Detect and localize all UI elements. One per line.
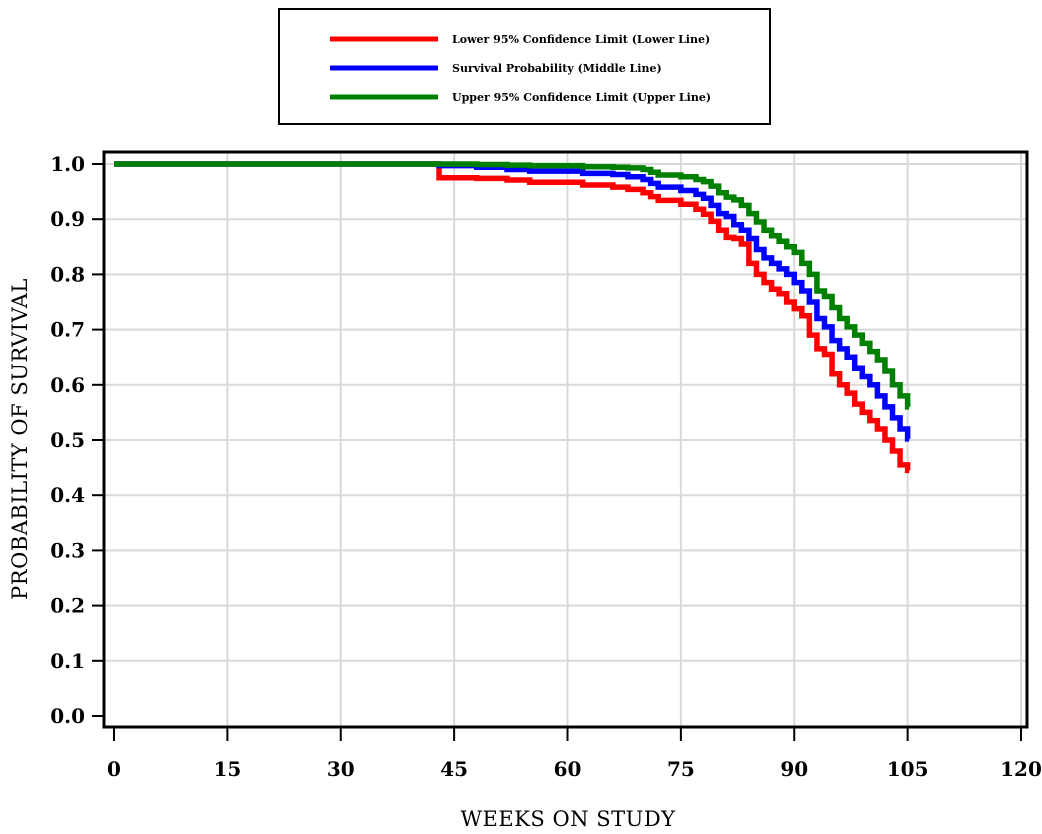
- legend-label: Upper 95% Confidence Limit (Upper Line): [452, 91, 711, 104]
- y-axis: 0.0 0.1 0.2 0.3 0.4 0.5 0.6 0.7 0.8 0.9 1.0: [50, 152, 104, 728]
- x-tick-label: 45: [440, 757, 468, 781]
- y-axis-title: PROBABILITY OF SURVIVAL: [8, 278, 32, 600]
- y-tick-label: 0.7: [50, 318, 85, 342]
- x-tick-label: 75: [667, 757, 695, 781]
- legend-label: Survival Probability (Middle Line): [452, 62, 662, 75]
- survival-probability-line: [114, 161, 911, 442]
- y-tick-label: 0.1: [50, 649, 85, 673]
- y-tick-label: 0.0: [50, 704, 85, 728]
- x-tick-label: 0: [107, 757, 121, 781]
- y-tick-label: 0.3: [50, 538, 85, 562]
- x-tick-label: 60: [554, 757, 582, 781]
- x-tick-label: 15: [213, 757, 241, 781]
- lower-confidence-line: [114, 161, 911, 474]
- x-tick-label: 105: [887, 757, 929, 781]
- y-tick-label: 0.2: [50, 594, 85, 618]
- y-tick-label: 0.4: [50, 483, 85, 507]
- upper-confidence-line: [114, 161, 911, 410]
- x-axis-title: WEEKS ON STUDY: [460, 807, 676, 831]
- series-group: [114, 161, 911, 474]
- legend: Lower 95% Confidence Limit (Lower Line) S…: [278, 8, 771, 125]
- y-tick-label: 0.9: [50, 207, 85, 231]
- y-tick-label: 0.8: [50, 262, 85, 286]
- x-tick-label: 120: [1000, 757, 1042, 781]
- x-tick-label: 90: [780, 757, 808, 781]
- y-tick-label: 0.6: [50, 373, 85, 397]
- x-tick-label: 30: [327, 757, 355, 781]
- y-tick-label: 1.0: [50, 152, 85, 176]
- legend-label: Lower 95% Confidence Limit (Lower Line): [452, 33, 710, 46]
- x-axis: 0 15 30 45 60 75 90 105 120: [107, 727, 1042, 781]
- y-tick-label: 0.5: [50, 428, 85, 452]
